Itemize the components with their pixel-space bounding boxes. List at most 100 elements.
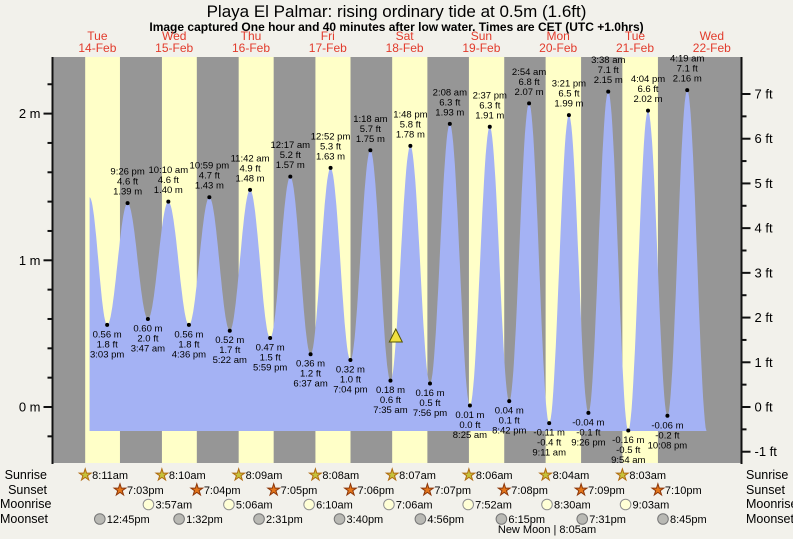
- high-tide-label: 3:21 pm: [552, 79, 586, 90]
- moonset-time: 12:45pm: [107, 514, 150, 526]
- low-tide-label: 9:11 am: [532, 448, 566, 459]
- low-tide-label: 0.0 ft: [459, 420, 480, 431]
- high-tide-label: 1.99 m: [554, 99, 583, 110]
- low-tide-label: -0.11 m: [533, 428, 565, 439]
- tide-point-dot: [467, 403, 472, 408]
- moonrise-time: 8:30am: [554, 500, 591, 512]
- right-axis-tick-label: 3 ft: [755, 265, 773, 280]
- high-tide-label: 4.9 ft: [239, 163, 260, 174]
- tide-point-dot: [145, 316, 150, 321]
- right-axis-tick-label: 6 ft: [755, 131, 773, 146]
- tide-point-dot: [665, 413, 670, 418]
- sunset-time: 7:08pm: [511, 485, 548, 497]
- day-name-label: Wed: [700, 29, 724, 43]
- moonset-time: 8:45pm: [670, 514, 707, 526]
- moonset-time: 3:40pm: [347, 514, 384, 526]
- low-tide-label: 9:54 am: [611, 455, 645, 466]
- sunset-time: 7:07pm: [434, 485, 471, 497]
- moonset-row-label-right: Moonset: [746, 512, 793, 526]
- tide-point-dot: [685, 88, 690, 93]
- tide-point-dot: [125, 201, 130, 206]
- low-tide-label: -0.06 m: [651, 420, 683, 431]
- moonset-icon: [657, 513, 669, 525]
- sunset-time: 7:03pm: [127, 485, 164, 497]
- low-tide-label: 5:22 am: [213, 355, 247, 366]
- high-tide-label: 1.75 m: [356, 134, 385, 145]
- right-axis-tick-label: 2 ft: [755, 310, 773, 325]
- sunrise-time: 8:06am: [476, 470, 513, 482]
- moonrise-icon: [303, 498, 315, 511]
- moonset-icon: [94, 513, 106, 525]
- high-tide-label: 6.3 ft: [439, 97, 460, 108]
- moonrise-icon: [383, 498, 395, 511]
- low-tide-label: 9:26 pm: [571, 437, 605, 448]
- sunrise-time: 8:04am: [553, 470, 590, 482]
- day-date-label: 17-Feb: [309, 41, 347, 55]
- moonset-time: 4:56pm: [427, 514, 464, 526]
- high-tide-label: 1.48 m: [236, 173, 265, 184]
- low-tide-label: 2.0 ft: [137, 333, 158, 344]
- sunrise-time: 8:09am: [246, 470, 283, 482]
- low-tide-label: 0.36 m: [296, 359, 325, 370]
- low-tide-label: 8:42 pm: [492, 426, 526, 437]
- right-axis-tick-label: 1 ft: [755, 355, 773, 370]
- low-tide-label: 0.32 m: [336, 365, 365, 376]
- right-axis-line: [740, 57, 743, 464]
- sunrise-icon: [461, 467, 477, 482]
- low-tide-label: 6:37 am: [293, 379, 327, 390]
- moonset-time: 2:31pm: [266, 514, 303, 526]
- sunrise-icon: [614, 467, 630, 482]
- high-tide-label: 4:19 am: [670, 54, 704, 65]
- day-date-label: 18-Feb: [386, 41, 424, 55]
- tide-point-dot: [166, 199, 171, 204]
- sunset-time: 7:09pm: [588, 485, 625, 497]
- sunrise-time: 8:03am: [629, 470, 666, 482]
- moonrise-time: 9:03am: [633, 500, 670, 512]
- day-date-label: 21-Feb: [616, 41, 654, 55]
- high-tide-label: 12:52 pm: [311, 131, 351, 142]
- right-axis-tick-label: 0 ft: [755, 400, 773, 415]
- high-tide-label: 7.1 ft: [677, 64, 698, 75]
- low-tide-label: 1.8 ft: [97, 339, 118, 350]
- moonset-row-label-left: Moonset: [0, 512, 48, 526]
- sunset-row-label-left: Sunset: [8, 483, 47, 497]
- tide-point-dot: [507, 399, 512, 404]
- tide-point-dot: [268, 336, 273, 341]
- tide-point-dot: [626, 428, 631, 433]
- tide-point-dot: [207, 195, 212, 200]
- low-tide-label: 7:04 pm: [333, 385, 367, 396]
- high-tide-label: 6.5 ft: [558, 89, 579, 100]
- moonrise-time: 3:57am: [155, 500, 192, 512]
- tide-point-dot: [328, 165, 333, 170]
- moonset-time: 6:15pm: [508, 514, 545, 526]
- sunset-time: 7:06pm: [358, 485, 395, 497]
- high-tide-label: 6.3 ft: [479, 100, 500, 111]
- high-tide-label: 2.07 m: [515, 87, 544, 98]
- sunrise-icon: [384, 467, 400, 482]
- low-tide-label: -0.2 ft: [655, 430, 680, 441]
- day-date-label: 14-Feb: [78, 41, 116, 55]
- moonset-icon: [576, 513, 589, 525]
- sunrise-icon: [538, 467, 554, 482]
- low-tide-label: 0.60 m: [133, 323, 162, 334]
- low-tide-label: -0.4 ft: [537, 438, 562, 449]
- left-axis-tick-label: 1 m: [19, 253, 41, 268]
- tide-point-dot: [606, 89, 611, 94]
- left-axis-line: [51, 57, 54, 464]
- high-tide-label: 5.7 ft: [360, 124, 381, 135]
- high-tide-label: 5.2 ft: [280, 150, 301, 161]
- low-tide-label: 0.5 ft: [419, 398, 440, 409]
- page-title: Playa El Palmar: rising ordinary tide at…: [206, 2, 587, 21]
- moonset-icon: [253, 513, 265, 525]
- day-name-label: Wed: [162, 29, 186, 43]
- high-tide-label: 5.3 ft: [320, 141, 341, 152]
- low-tide-label: 0.16 m: [415, 388, 444, 399]
- moonrise-row-label-right: Moonrise: [746, 497, 793, 511]
- tide-point-dot: [527, 101, 532, 106]
- high-tide-label: 4.7 ft: [199, 171, 220, 182]
- low-tide-label: 1.8 ft: [178, 339, 199, 350]
- high-tide-label: 1.93 m: [435, 107, 464, 118]
- low-tide-label: 5:59 pm: [253, 363, 287, 374]
- sunrise-icon: [307, 467, 323, 482]
- high-tide-label: 1.91 m: [475, 110, 504, 121]
